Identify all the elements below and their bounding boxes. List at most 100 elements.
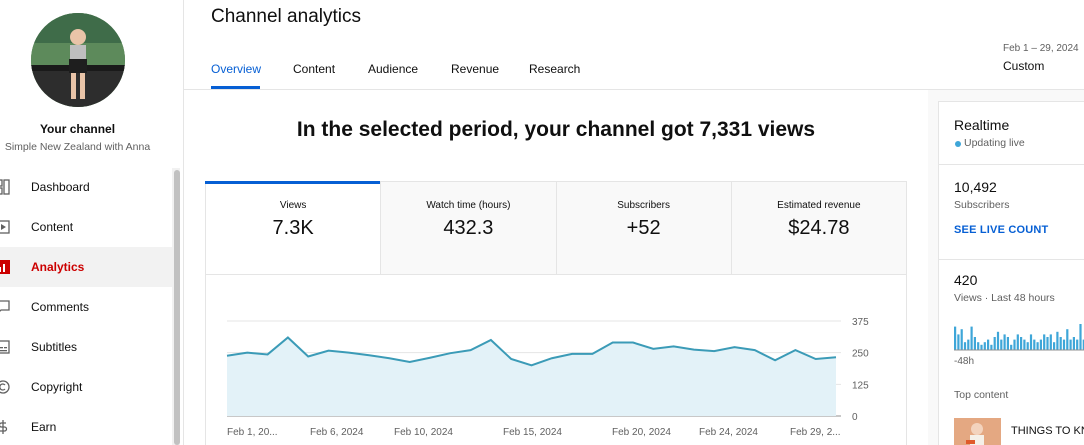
realtime-bar[interactable] xyxy=(1029,334,1033,350)
views-data-point[interactable] xyxy=(608,338,618,348)
realtime-bar[interactable] xyxy=(1056,331,1059,350)
realtime-bar[interactable] xyxy=(993,337,996,350)
metric-value: 432.3 xyxy=(443,217,494,239)
x-tick-label: Feb 29, 2... xyxy=(790,427,841,438)
realtime-bar[interactable] xyxy=(1066,329,1069,350)
views-data-point[interactable] xyxy=(628,338,638,348)
realtime-bar[interactable] xyxy=(1006,337,1009,350)
realtime-bar[interactable] xyxy=(1043,334,1046,350)
realtime-bar[interactable] xyxy=(1053,342,1056,350)
realtime-bar[interactable] xyxy=(1082,339,1084,350)
earn-icon xyxy=(0,420,8,434)
views-data-point[interactable] xyxy=(445,348,455,358)
views-data-point[interactable] xyxy=(263,349,273,359)
views-data-point[interactable] xyxy=(466,345,476,355)
top-content-thumbnail[interactable] xyxy=(954,418,1001,445)
realtime-bar[interactable] xyxy=(980,344,983,350)
views-data-point[interactable] xyxy=(283,332,293,342)
sidebar-item-earn[interactable]: Earn xyxy=(0,407,172,445)
views-data-point[interactable] xyxy=(384,353,394,363)
views-data-point[interactable] xyxy=(831,352,841,362)
sidebar-item-subtitles[interactable]: Subtitles xyxy=(0,327,172,367)
sidebar-item-label: Copyright xyxy=(31,380,83,394)
views-data-point[interactable] xyxy=(669,341,679,351)
views-data-point[interactable] xyxy=(567,349,577,359)
realtime-bar[interactable] xyxy=(983,342,986,350)
realtime-bar[interactable] xyxy=(970,326,973,350)
views-data-point[interactable] xyxy=(303,351,313,361)
realtime-bar[interactable] xyxy=(1072,337,1075,350)
views-data-point[interactable] xyxy=(425,353,435,363)
realtime-bar[interactable] xyxy=(996,331,1000,350)
views-data-point[interactable] xyxy=(547,353,557,363)
views-data-point[interactable] xyxy=(486,335,496,345)
realtime-bar[interactable] xyxy=(1026,342,1029,350)
sidebar-item-copyright[interactable]: Copyright xyxy=(0,367,172,407)
realtime-bar[interactable] xyxy=(1039,339,1042,350)
views-data-point[interactable] xyxy=(527,360,537,370)
realtime-bar[interactable] xyxy=(1079,324,1082,350)
realtime-bar[interactable] xyxy=(1016,334,1019,350)
realtime-bar[interactable] xyxy=(1076,339,1079,350)
top-content-title[interactable]: THINGS TO KNO xyxy=(1011,425,1084,437)
sidebar-scrollbar-thumb[interactable] xyxy=(174,170,180,445)
realtime-bar[interactable] xyxy=(1033,339,1036,350)
realtime-bar[interactable] xyxy=(1020,337,1023,350)
metric-views[interactable]: Views 7.3K xyxy=(204,181,381,274)
views-series-line[interactable] xyxy=(226,336,837,367)
y-tick-label: 375 xyxy=(852,317,869,328)
period-selector[interactable]: Custom xyxy=(1003,59,1045,73)
realtime-bar[interactable] xyxy=(967,339,970,350)
realtime-bar[interactable] xyxy=(963,342,967,350)
views-data-point[interactable] xyxy=(770,355,780,365)
views-data-point[interactable] xyxy=(750,345,760,355)
realtime-bar[interactable] xyxy=(987,339,990,350)
realtime-bar[interactable] xyxy=(957,334,960,350)
views-data-point[interactable] xyxy=(689,345,699,355)
views-data-point[interactable] xyxy=(405,357,415,367)
realtime-bar[interactable] xyxy=(1003,334,1006,350)
views-data-point[interactable] xyxy=(790,345,800,355)
realtime-bar[interactable] xyxy=(973,337,976,350)
views-data-point[interactable] xyxy=(242,348,252,358)
views-data-point[interactable] xyxy=(506,354,516,364)
realtime-bar[interactable] xyxy=(1000,339,1003,350)
tab-content[interactable]: Content xyxy=(293,62,336,76)
views-data-point[interactable] xyxy=(364,350,374,360)
realtime-bar[interactable] xyxy=(990,344,993,350)
views-data-point[interactable] xyxy=(709,346,719,356)
tab-revenue[interactable]: Revenue xyxy=(451,62,500,76)
metric-watch-time[interactable]: Watch time (hours) 432.3 xyxy=(380,182,556,274)
realtime-bar[interactable] xyxy=(1036,342,1039,350)
sidebar-item-content[interactable]: Content xyxy=(0,207,172,247)
views-data-point[interactable] xyxy=(730,342,740,352)
views-data-point[interactable] xyxy=(811,354,821,364)
sidebar-item-dashboard[interactable]: Dashboard xyxy=(0,167,172,207)
see-live-count-link[interactable]: SEE LIVE COUNT xyxy=(954,224,1049,236)
realtime-bar[interactable] xyxy=(1023,339,1026,350)
channel-avatar[interactable] xyxy=(31,13,125,107)
views-data-point[interactable] xyxy=(648,344,658,354)
realtime-bar[interactable] xyxy=(1013,339,1016,350)
realtime-bar[interactable] xyxy=(1069,339,1072,350)
views-data-point[interactable] xyxy=(222,351,232,361)
sidebar-item-analytics[interactable]: Analytics xyxy=(0,247,172,287)
views-data-point[interactable] xyxy=(587,349,597,359)
views-data-point[interactable] xyxy=(324,346,334,356)
tab-overview[interactable]: Overview xyxy=(211,62,262,76)
sidebar-item-comments[interactable]: Comments xyxy=(0,287,172,327)
realtime-bar[interactable] xyxy=(977,342,980,350)
realtime-bar[interactable] xyxy=(960,329,963,350)
metric-estimated-revenue[interactable]: Estimated revenue $24.78 xyxy=(730,182,906,274)
tab-research[interactable]: Research xyxy=(529,62,581,76)
realtime-bar[interactable] xyxy=(1010,344,1013,350)
realtime-bar[interactable] xyxy=(1062,339,1066,350)
realtime-bar[interactable] xyxy=(954,326,957,350)
realtime-bar[interactable] xyxy=(1059,337,1062,350)
realtime-bar[interactable] xyxy=(1049,334,1052,350)
tab-audience[interactable]: Audience xyxy=(368,62,419,76)
metric-subscribers[interactable]: Subscribers +52 xyxy=(555,182,731,274)
views-data-point[interactable] xyxy=(344,348,354,358)
realtime-bar[interactable] xyxy=(1046,337,1049,350)
date-range[interactable]: Feb 1 – 29, 2024 xyxy=(1003,43,1079,54)
